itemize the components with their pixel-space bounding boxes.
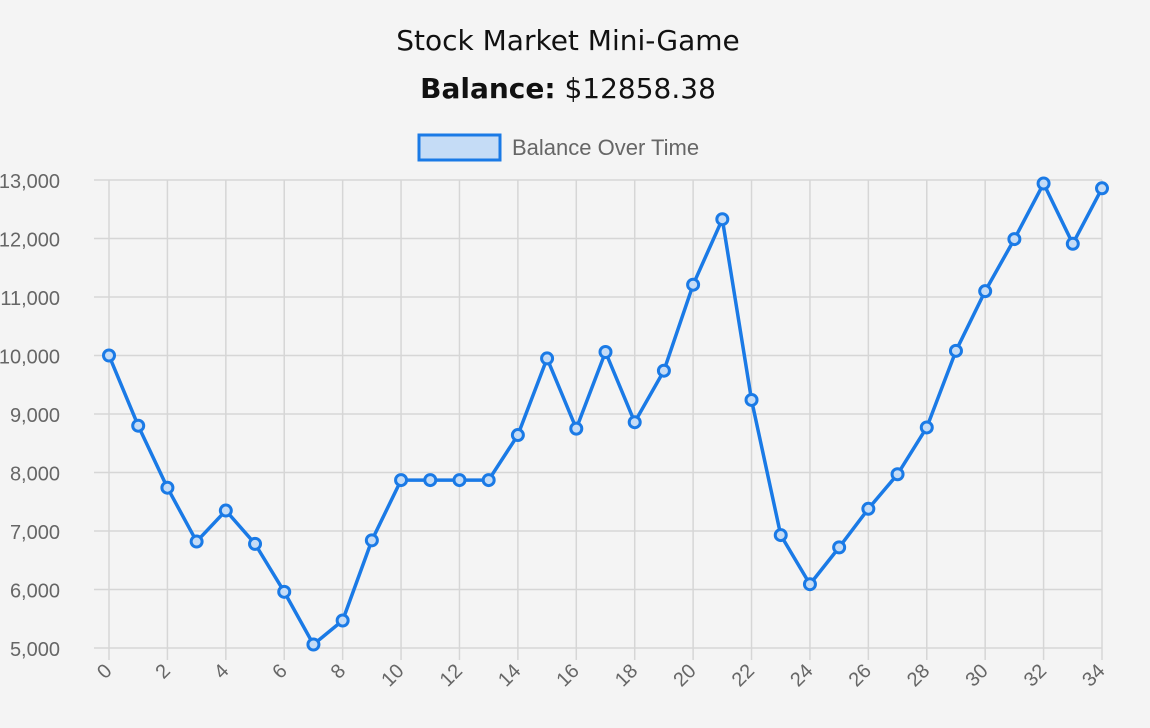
data-point[interactable] [686, 277, 701, 292]
data-point[interactable] [1036, 176, 1051, 191]
x-tick-label: 22 [728, 660, 759, 691]
x-tick-label: 26 [845, 660, 876, 691]
legend-label[interactable]: Balance Over Time [512, 135, 699, 160]
data-point[interactable] [773, 528, 788, 543]
y-tick-label: 9,000 [10, 405, 60, 427]
x-tick-label: 20 [669, 660, 700, 691]
balance-display: Balance: $12858.38 [0, 72, 1136, 105]
x-tick-label: 28 [903, 660, 934, 691]
balance-label: Balance: [420, 72, 556, 105]
data-point[interactable] [919, 420, 934, 435]
y-axis: 5,000 6,000 7,000 8,000 9,000 10,000 11,000 12,… [0, 171, 60, 661]
chart-grid [94, 179, 1103, 660]
page-title: Stock Market Mini-Game [396, 24, 740, 57]
data-point[interactable] [802, 577, 817, 592]
x-tick-label: 10 [377, 660, 408, 691]
chart-legend[interactable]: Balance Over Time [417, 133, 699, 162]
balance-value: $12858.38 [564, 72, 716, 105]
data-point[interactable] [569, 421, 584, 436]
y-tick-label: 12,000 [0, 230, 60, 252]
y-tick-label: 8,000 [10, 464, 60, 486]
y-tick-label: 7,000 [10, 522, 60, 544]
x-tick-label: 12 [436, 660, 467, 691]
data-point[interactable] [598, 344, 613, 359]
x-tick-label: 24 [786, 660, 817, 691]
data-point[interactable] [277, 584, 292, 599]
y-tick-label: 6,000 [10, 581, 60, 603]
data-point[interactable] [394, 473, 409, 488]
legend-swatch[interactable] [417, 133, 502, 162]
data-point[interactable] [218, 503, 233, 518]
data-point[interactable] [744, 392, 759, 407]
data-point[interactable] [423, 473, 438, 488]
y-tick-label: 13,000 [0, 171, 60, 193]
data-point[interactable] [656, 363, 671, 378]
data-point[interactable] [832, 540, 847, 555]
data-point[interactable] [481, 473, 496, 488]
x-tick-label: 34 [1078, 660, 1109, 691]
data-point[interactable] [248, 536, 263, 551]
data-point[interactable] [510, 428, 525, 443]
data-point[interactable] [189, 534, 204, 549]
data-point[interactable] [627, 415, 642, 430]
x-tick-label: 6 [268, 660, 291, 683]
data-point[interactable] [364, 533, 379, 548]
data-point[interactable] [1095, 181, 1109, 196]
data-point[interactable] [861, 501, 876, 516]
data-point[interactable] [306, 637, 321, 652]
x-tick-label: 4 [210, 660, 233, 683]
x-tick-label: 30 [961, 660, 992, 691]
x-tick-label: 8 [327, 660, 350, 683]
series-balance-over-time [102, 176, 1109, 652]
data-point[interactable] [978, 284, 993, 299]
data-point[interactable] [160, 480, 175, 495]
data-point[interactable] [1007, 232, 1022, 247]
y-tick-label: 11,000 [0, 288, 60, 310]
data-point[interactable] [335, 613, 350, 628]
x-axis: 0 2 4 6 8 10 12 14 16 18 20 22 24 26 28 30 32 34 [93, 660, 1109, 691]
y-tick-label: 5,000 [10, 639, 60, 661]
x-tick-label: 18 [611, 660, 642, 691]
data-point[interactable] [452, 473, 467, 488]
x-tick-label: 32 [1020, 660, 1051, 691]
data-point[interactable] [948, 343, 963, 358]
data-point[interactable] [102, 348, 116, 363]
data-point[interactable] [1065, 236, 1080, 251]
x-tick-label: 0 [93, 660, 116, 683]
x-tick-label: 2 [152, 660, 175, 683]
data-point[interactable] [715, 212, 730, 227]
y-tick-label: 10,000 [0, 347, 60, 369]
data-point[interactable] [890, 467, 905, 482]
x-tick-label: 16 [553, 660, 584, 691]
data-point[interactable] [131, 418, 146, 433]
x-tick-label: 14 [494, 660, 525, 691]
data-point[interactable] [540, 351, 555, 366]
